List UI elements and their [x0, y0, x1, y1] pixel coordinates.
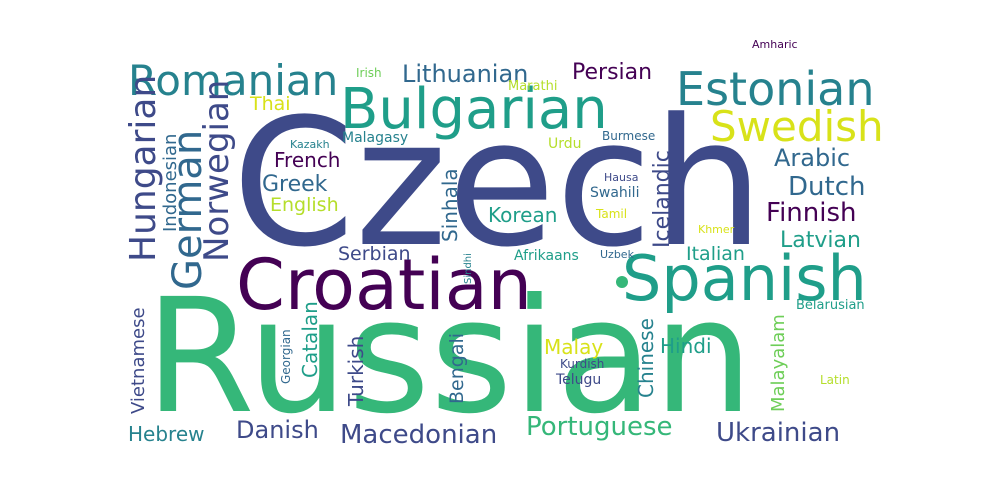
- word-bulgarian: Bulgarian: [340, 77, 608, 142]
- word-portuguese: Portuguese: [526, 412, 673, 442]
- word-kazakh: Kazakh: [290, 138, 330, 151]
- word-amharic: Amharic: [752, 38, 798, 51]
- word-french: French: [274, 148, 341, 172]
- word-ukrainian: Ukrainian: [716, 418, 841, 448]
- word-norwegian: Norwegian: [197, 79, 237, 262]
- word-khmer: Khmer: [698, 223, 735, 236]
- word-bengali: Bengali: [446, 332, 468, 404]
- word-hebrew: Hebrew: [128, 422, 205, 446]
- word-korean: Korean: [488, 203, 558, 227]
- word-vietnamese: Vietnamese: [128, 307, 149, 414]
- word-malayalam: Malayalam: [768, 314, 789, 412]
- word-czech: Czech: [232, 81, 764, 286]
- word-turkish: Turkish: [344, 335, 368, 406]
- word-italian: Italian: [686, 243, 745, 265]
- word-thai: Thai: [250, 93, 291, 115]
- word-latvian: Latvian: [780, 228, 861, 253]
- word-spanish: Spanish: [622, 242, 867, 315]
- word-icelandic: Icelandic: [650, 150, 675, 248]
- word-english: English: [270, 194, 339, 216]
- word-danish: Danish: [236, 416, 319, 444]
- word-afrikaans: Afrikaans: [514, 248, 579, 264]
- word-croatian: Croatian: [236, 244, 532, 326]
- word-serbian: Serbian: [338, 243, 411, 265]
- word-swedish: Swedish: [710, 102, 884, 151]
- word-greek: Greek: [262, 172, 328, 197]
- word-hausa: Hausa: [604, 171, 639, 184]
- word-russian: Russian: [145, 265, 754, 449]
- word-malay: Malay: [544, 335, 604, 359]
- word-belarusian: Belarusian: [796, 298, 865, 313]
- word-irish: Irish: [356, 66, 382, 80]
- word-burmese: Burmese: [602, 129, 656, 143]
- word-dutch: Dutch: [788, 172, 866, 202]
- word-romanian: Romanian: [128, 56, 339, 105]
- word-urdu: Urdu: [548, 136, 582, 152]
- word-uzbek: Uzbek: [600, 248, 634, 261]
- word-arabic: Arabic: [774, 144, 851, 172]
- word-finnish: Finnish: [766, 198, 857, 228]
- word-marathi: Marathi: [508, 79, 558, 94]
- word-indonesian: Indonesian: [160, 133, 181, 232]
- word-lithuanian: Lithuanian: [402, 60, 529, 88]
- word-catalan: Catalan: [298, 301, 322, 378]
- word-tamil: Tamil: [596, 207, 628, 221]
- word-chinese: Chinese: [634, 318, 658, 398]
- word-persian: Persian: [572, 60, 653, 85]
- word-hungarian: Hungarian: [123, 74, 164, 262]
- word-georgian: Georgian: [279, 329, 293, 384]
- word-sinhala: Sinhala: [438, 168, 462, 242]
- word-swahili: Swahili: [590, 185, 640, 201]
- word-kurdish: Kurdish: [560, 357, 605, 371]
- dot-separator-icon: [616, 276, 628, 288]
- word-hindi: Hindi: [660, 334, 712, 358]
- word-sindhi: Sindhi: [463, 253, 474, 284]
- word-telugu: Telugu: [556, 372, 602, 388]
- word-latin: Latin: [820, 373, 850, 387]
- word-estonian: Estonian: [676, 62, 875, 116]
- word-macedonian: Macedonian: [340, 420, 498, 450]
- word-malagasy: Malagasy: [342, 130, 409, 146]
